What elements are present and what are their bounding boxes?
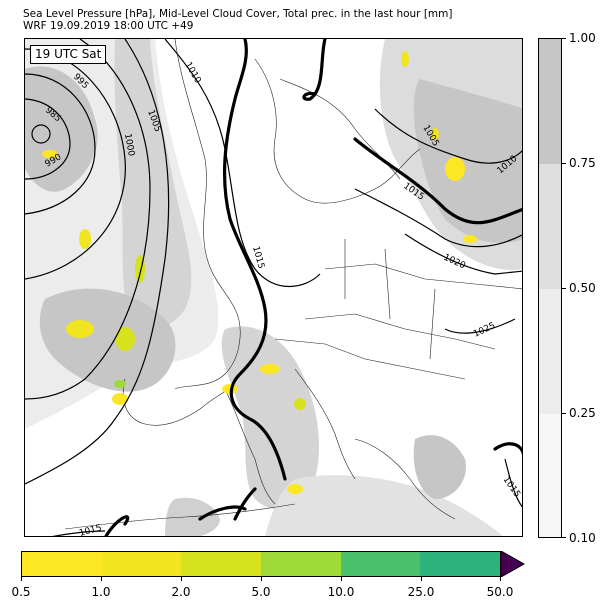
- isobar-1015-bold: [104, 39, 522, 536]
- precipitation-extend-arrow: [501, 551, 525, 577]
- cloud-tick: [562, 413, 566, 414]
- isobar-label-1020: 1020: [442, 253, 467, 272]
- prec-tick: [101, 577, 102, 581]
- prec-seg: [101, 552, 182, 576]
- isobar-label-1015-southeast: 1015: [501, 475, 522, 499]
- prec-tick: [500, 577, 501, 581]
- cloud-tick: [562, 537, 566, 538]
- cloud-tick-label: 0.25: [569, 406, 596, 420]
- cloud-tick-label: 0.50: [569, 281, 596, 295]
- prec-seg: [22, 552, 102, 576]
- cloud-tick: [562, 288, 566, 289]
- cloud-seg-025-050: [539, 289, 561, 414]
- isobar-label-1015-southwest: 1015: [78, 523, 103, 537]
- map-title-line2: WRF 19.09.2019 18:00 UTC +49: [23, 20, 194, 32]
- coastlines: [64, 39, 522, 530]
- isobar-label-1010: 1010: [182, 61, 202, 86]
- map-canvas: 985 990 995 1000 1005 1010 1005 1010 101…: [25, 39, 522, 537]
- cloud-tick: [562, 163, 566, 164]
- map-title-line1: Sea Level Pressure [hPa], Mid-Level Clou…: [23, 8, 453, 20]
- prec-tick-label: 2.0: [171, 585, 191, 599]
- isobar-label-1000: 1000: [122, 133, 136, 158]
- weather-map: 985 990 995 1000 1005 1010 1005 1010 101…: [24, 38, 523, 537]
- prec-tick: [341, 577, 342, 581]
- isobar-label-1015-central: 1015: [250, 245, 266, 270]
- cloud-tick-label: 1.00: [569, 31, 596, 45]
- cloud-seg-050-075: [539, 164, 561, 289]
- prec-tick-label: 0.5: [11, 585, 31, 599]
- cloud-tick-label: 0.75: [569, 156, 596, 170]
- isobar-label-1025: 1025: [472, 321, 497, 340]
- cloud-cover-layer: [25, 39, 522, 536]
- prec-tick-label: 5.0: [251, 585, 271, 599]
- precipitation-colorbar: [21, 551, 501, 577]
- precipitation-layer: [42, 51, 477, 494]
- prec-seg: [181, 552, 262, 576]
- prec-tick-label: 1.0: [91, 585, 111, 599]
- prec-seg: [420, 552, 501, 576]
- cloud-cover-colorbar: [538, 38, 562, 538]
- prec-tick-label: 25.0: [407, 585, 435, 599]
- isobars: [25, 39, 522, 536]
- prec-tick: [21, 577, 22, 581]
- valid-time-label: 19 UTC Sat: [30, 45, 107, 64]
- prec-tick: [421, 577, 422, 581]
- prec-tick: [261, 577, 262, 581]
- prec-tick-label: 10.0: [327, 585, 355, 599]
- prec-tick: [181, 577, 182, 581]
- prec-seg: [261, 552, 341, 576]
- cloud-seg-010-025: [539, 414, 561, 537]
- prec-tick-label: 50.0: [486, 585, 514, 599]
- cloud-seg-075-100: [539, 39, 561, 164]
- prec-seg: [340, 552, 421, 576]
- cloud-tick-label: 0.10: [569, 531, 596, 545]
- cloud-tick: [562, 38, 566, 39]
